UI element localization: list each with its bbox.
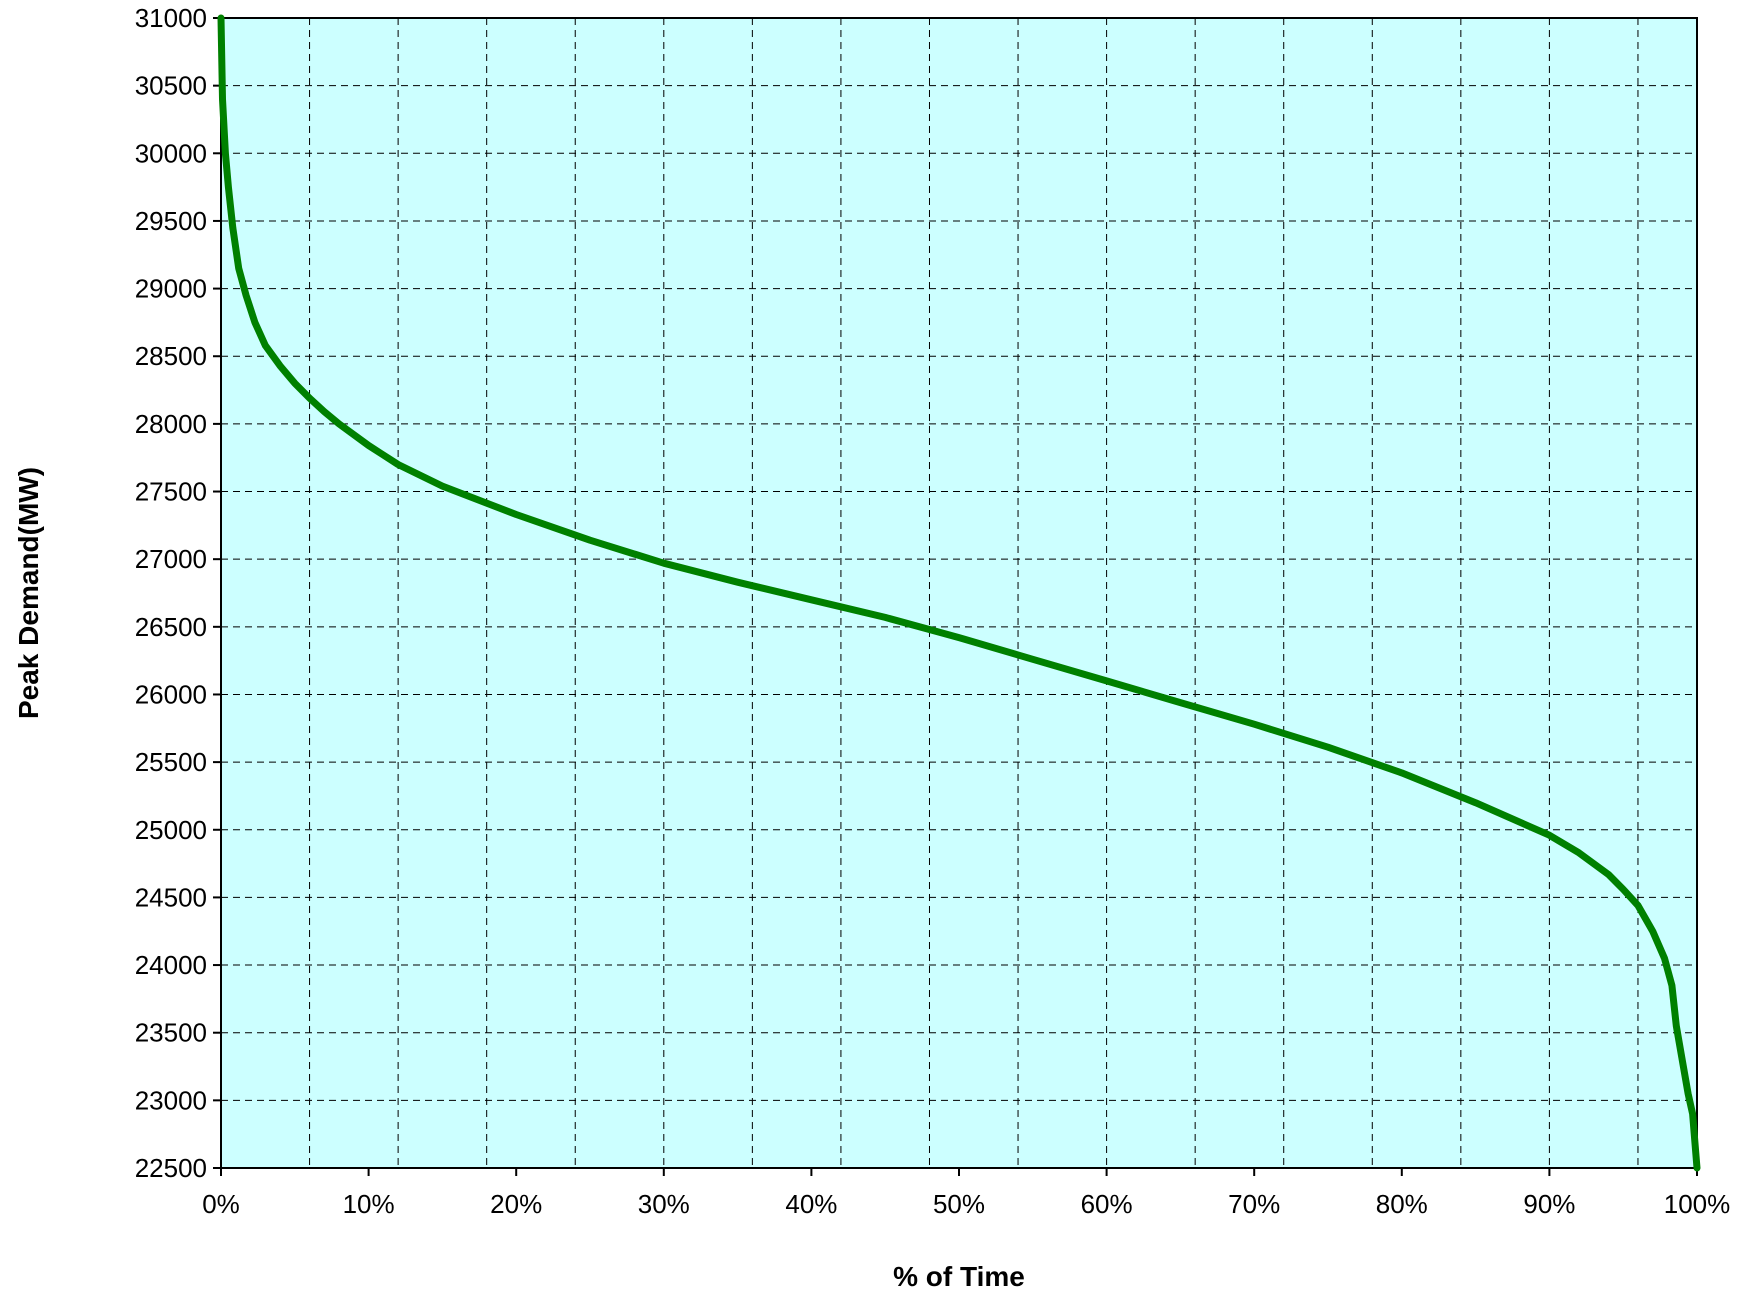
series-line	[217, 14, 1701, 1172]
y-axis: 22500 23000 23500 24000 24500 25000 25500 26000…	[135, 3, 221, 1183]
y-tick-label: 26500	[135, 612, 207, 642]
y-tick-label: 31000	[135, 3, 207, 33]
x-tick-label: 30%	[638, 1189, 690, 1219]
y-tick-label: 28000	[135, 409, 207, 439]
y-tick-label: 24500	[135, 882, 207, 912]
x-axis: 0% 10% 20% 30% 40% 50% 60% 70% 80% 90% 100%	[202, 1168, 1730, 1219]
y-tick-label: 23500	[135, 1018, 207, 1048]
y-tick-label: 30500	[135, 71, 207, 101]
grid-lines	[221, 18, 1697, 1168]
y-tick-label: 25000	[135, 815, 207, 845]
plot-area	[221, 18, 1697, 1168]
x-tick-label: 70%	[1228, 1189, 1280, 1219]
y-tick-label: 30000	[135, 138, 207, 168]
y-tick-label: 23000	[135, 1085, 207, 1115]
x-tick-label: 40%	[785, 1189, 837, 1219]
y-tick-label: 25500	[135, 747, 207, 777]
y-tick-label: 22500	[135, 1153, 207, 1183]
y-tick-label: 27500	[135, 477, 207, 507]
y-tick-label: 29000	[135, 274, 207, 304]
x-tick-label: 20%	[490, 1189, 542, 1219]
y-tick-label: 24000	[135, 950, 207, 980]
x-tick-label: 60%	[1081, 1189, 1133, 1219]
y-axis-title: Peak Demand(MW)	[13, 467, 44, 719]
series-lines	[217, 14, 1701, 1172]
x-tick-label: 0%	[202, 1189, 240, 1219]
y-tick-label: 28500	[135, 341, 207, 371]
x-tick-label: 50%	[933, 1189, 985, 1219]
x-tick-label: 100%	[1664, 1189, 1731, 1219]
y-tick-label: 29500	[135, 206, 207, 236]
x-tick-label: 90%	[1523, 1189, 1575, 1219]
x-tick-label: 10%	[343, 1189, 395, 1219]
y-tick-label: 27000	[135, 544, 207, 574]
x-axis-title: % of Time	[893, 1261, 1025, 1291]
y-tick-label: 26000	[135, 679, 207, 709]
x-tick-label: 80%	[1376, 1189, 1428, 1219]
